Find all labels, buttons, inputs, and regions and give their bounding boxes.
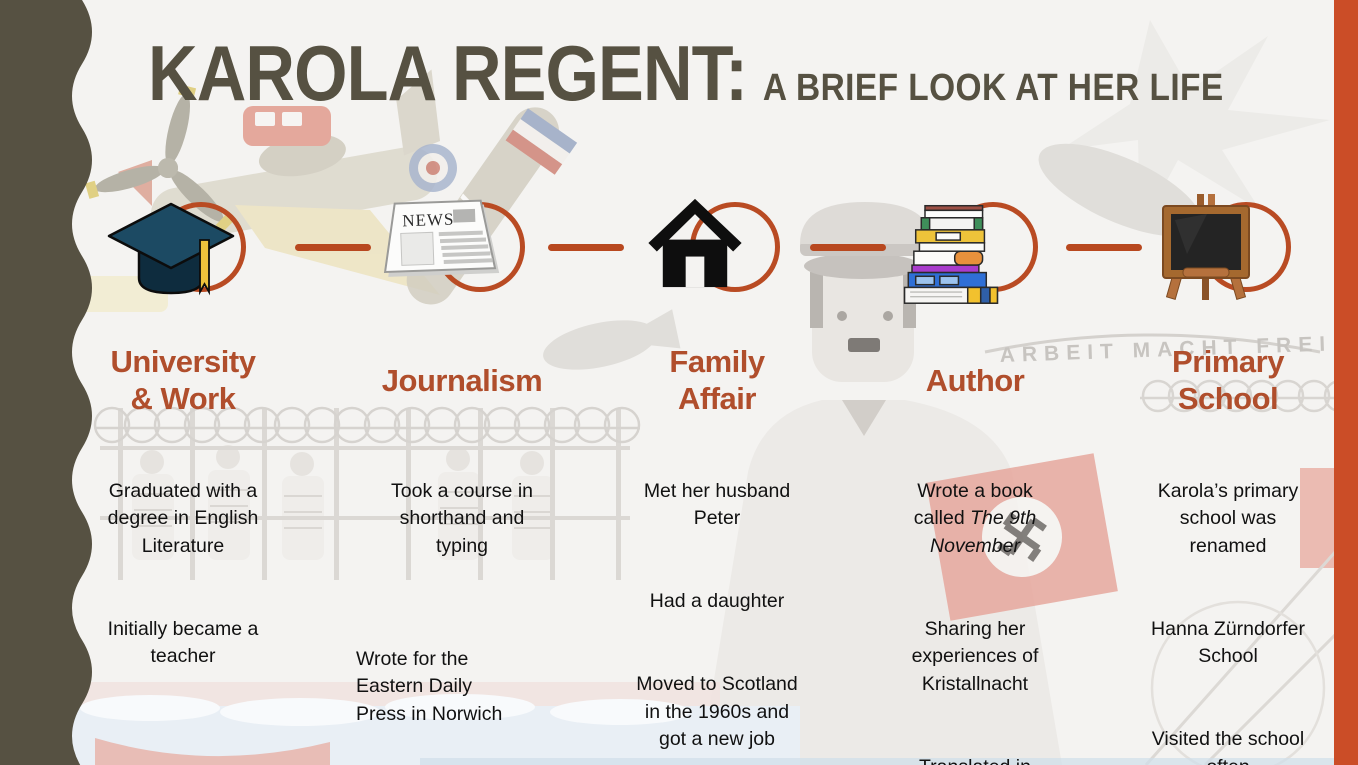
timeline-paragraph: Hanna Zürndorfer School	[1151, 617, 1305, 668]
book-title: The 9th November	[930, 507, 1037, 557]
icon-area	[1108, 186, 1348, 310]
timeline-paragraph: Moved to Scotland in the 1960s and got a…	[636, 673, 798, 750]
house-icon	[648, 198, 742, 288]
timeline-connector	[295, 244, 371, 251]
burst-shape	[1060, 20, 1330, 230]
icon-area: NEWS	[342, 186, 582, 310]
timeline-item-journalism: NEWS Journalism Took a course in shortha…	[342, 186, 582, 765]
newspaper-icon: NEWS	[383, 199, 500, 277]
timeline-heading: University & Work	[110, 344, 256, 416]
water-waves	[60, 682, 1358, 765]
timeline-body: Wrote a book called The 9th November Sha…	[855, 450, 1095, 765]
icon-area	[597, 186, 837, 310]
boat-hull	[95, 738, 330, 765]
timeline-body: Took a course in shorthand and typing Wr…	[342, 450, 582, 765]
newspaper-label: NEWS	[402, 210, 455, 231]
barbed-wire	[93, 406, 641, 444]
timeline-item-university: University & Work Graduated with a degre…	[63, 186, 303, 726]
books-stack-icon	[903, 204, 999, 304]
timeline-paragraph: Wrote for the Eastern Daily Press in Nor…	[356, 647, 503, 725]
timeline-paragraph: Met her husband Peter	[643, 479, 791, 530]
timeline-heading: Author	[925, 362, 1025, 398]
right-accent-bar	[1334, 0, 1358, 765]
timeline-paragraph: Took a course in shorthand and typing	[391, 479, 533, 557]
icon-area	[63, 186, 303, 310]
timeline-body: Karola’s primary school was renamed Hann…	[1108, 450, 1348, 765]
swastika-flag	[926, 453, 1118, 621]
blackboard-icon	[1162, 194, 1250, 300]
sidebar-wave	[0, 0, 92, 765]
timeline-heading: Journalism	[381, 362, 543, 398]
timeline-heading: Family Affair	[669, 344, 765, 416]
timeline-paragraph: Initially became a teacher	[107, 617, 259, 668]
timeline-body: Graduated with a degree in English Liter…	[63, 450, 303, 726]
icon-area	[855, 186, 1095, 310]
timeline-connector	[1066, 244, 1142, 251]
timeline-paragraph: Graduated with a degree in English Liter…	[107, 479, 259, 557]
timeline-paragraph: Had a daughter	[649, 590, 785, 612]
timeline-connector	[810, 244, 886, 251]
timeline-paragraph: Visited the school often	[1151, 728, 1305, 765]
timeline-connector	[548, 244, 624, 251]
timeline-paragraph: Wrote a book called The 9th November	[855, 478, 1095, 561]
timeline-heading: Primary School	[1172, 344, 1284, 416]
wire-lines	[1144, 541, 1354, 765]
page-title: KAROLA REGENT:	[148, 29, 748, 117]
slide-title-row: KAROLA REGENT: A BRIEF LOOK AT HER LIFE	[148, 34, 1224, 112]
timeline-item-family: Family Affair Met her husband Peter Had …	[597, 186, 837, 765]
prisoners-behind-fence	[93, 406, 641, 580]
book-sentence: Wrote a book called	[913, 479, 1033, 530]
timeline-paragraph: Translated in English & German	[855, 754, 1095, 765]
graduation-cap-icon	[107, 202, 235, 296]
timeline-paragraph: Karola’s primary school was renamed	[1157, 479, 1299, 557]
timeline-item-primary-school: Primary School Karola’s primary school w…	[1108, 186, 1348, 765]
timeline-body: Met her husband Peter Had a daughter Mov…	[597, 450, 837, 765]
flag-fragment	[1300, 468, 1336, 568]
timeline-item-author: Author Wrote a book called The 9th Novem…	[855, 186, 1095, 765]
timeline-paragraph: Sharing her experiences of Kristallnacht	[911, 617, 1039, 695]
page-subtitle: A BRIEF LOOK AT HER LIFE	[762, 67, 1224, 109]
